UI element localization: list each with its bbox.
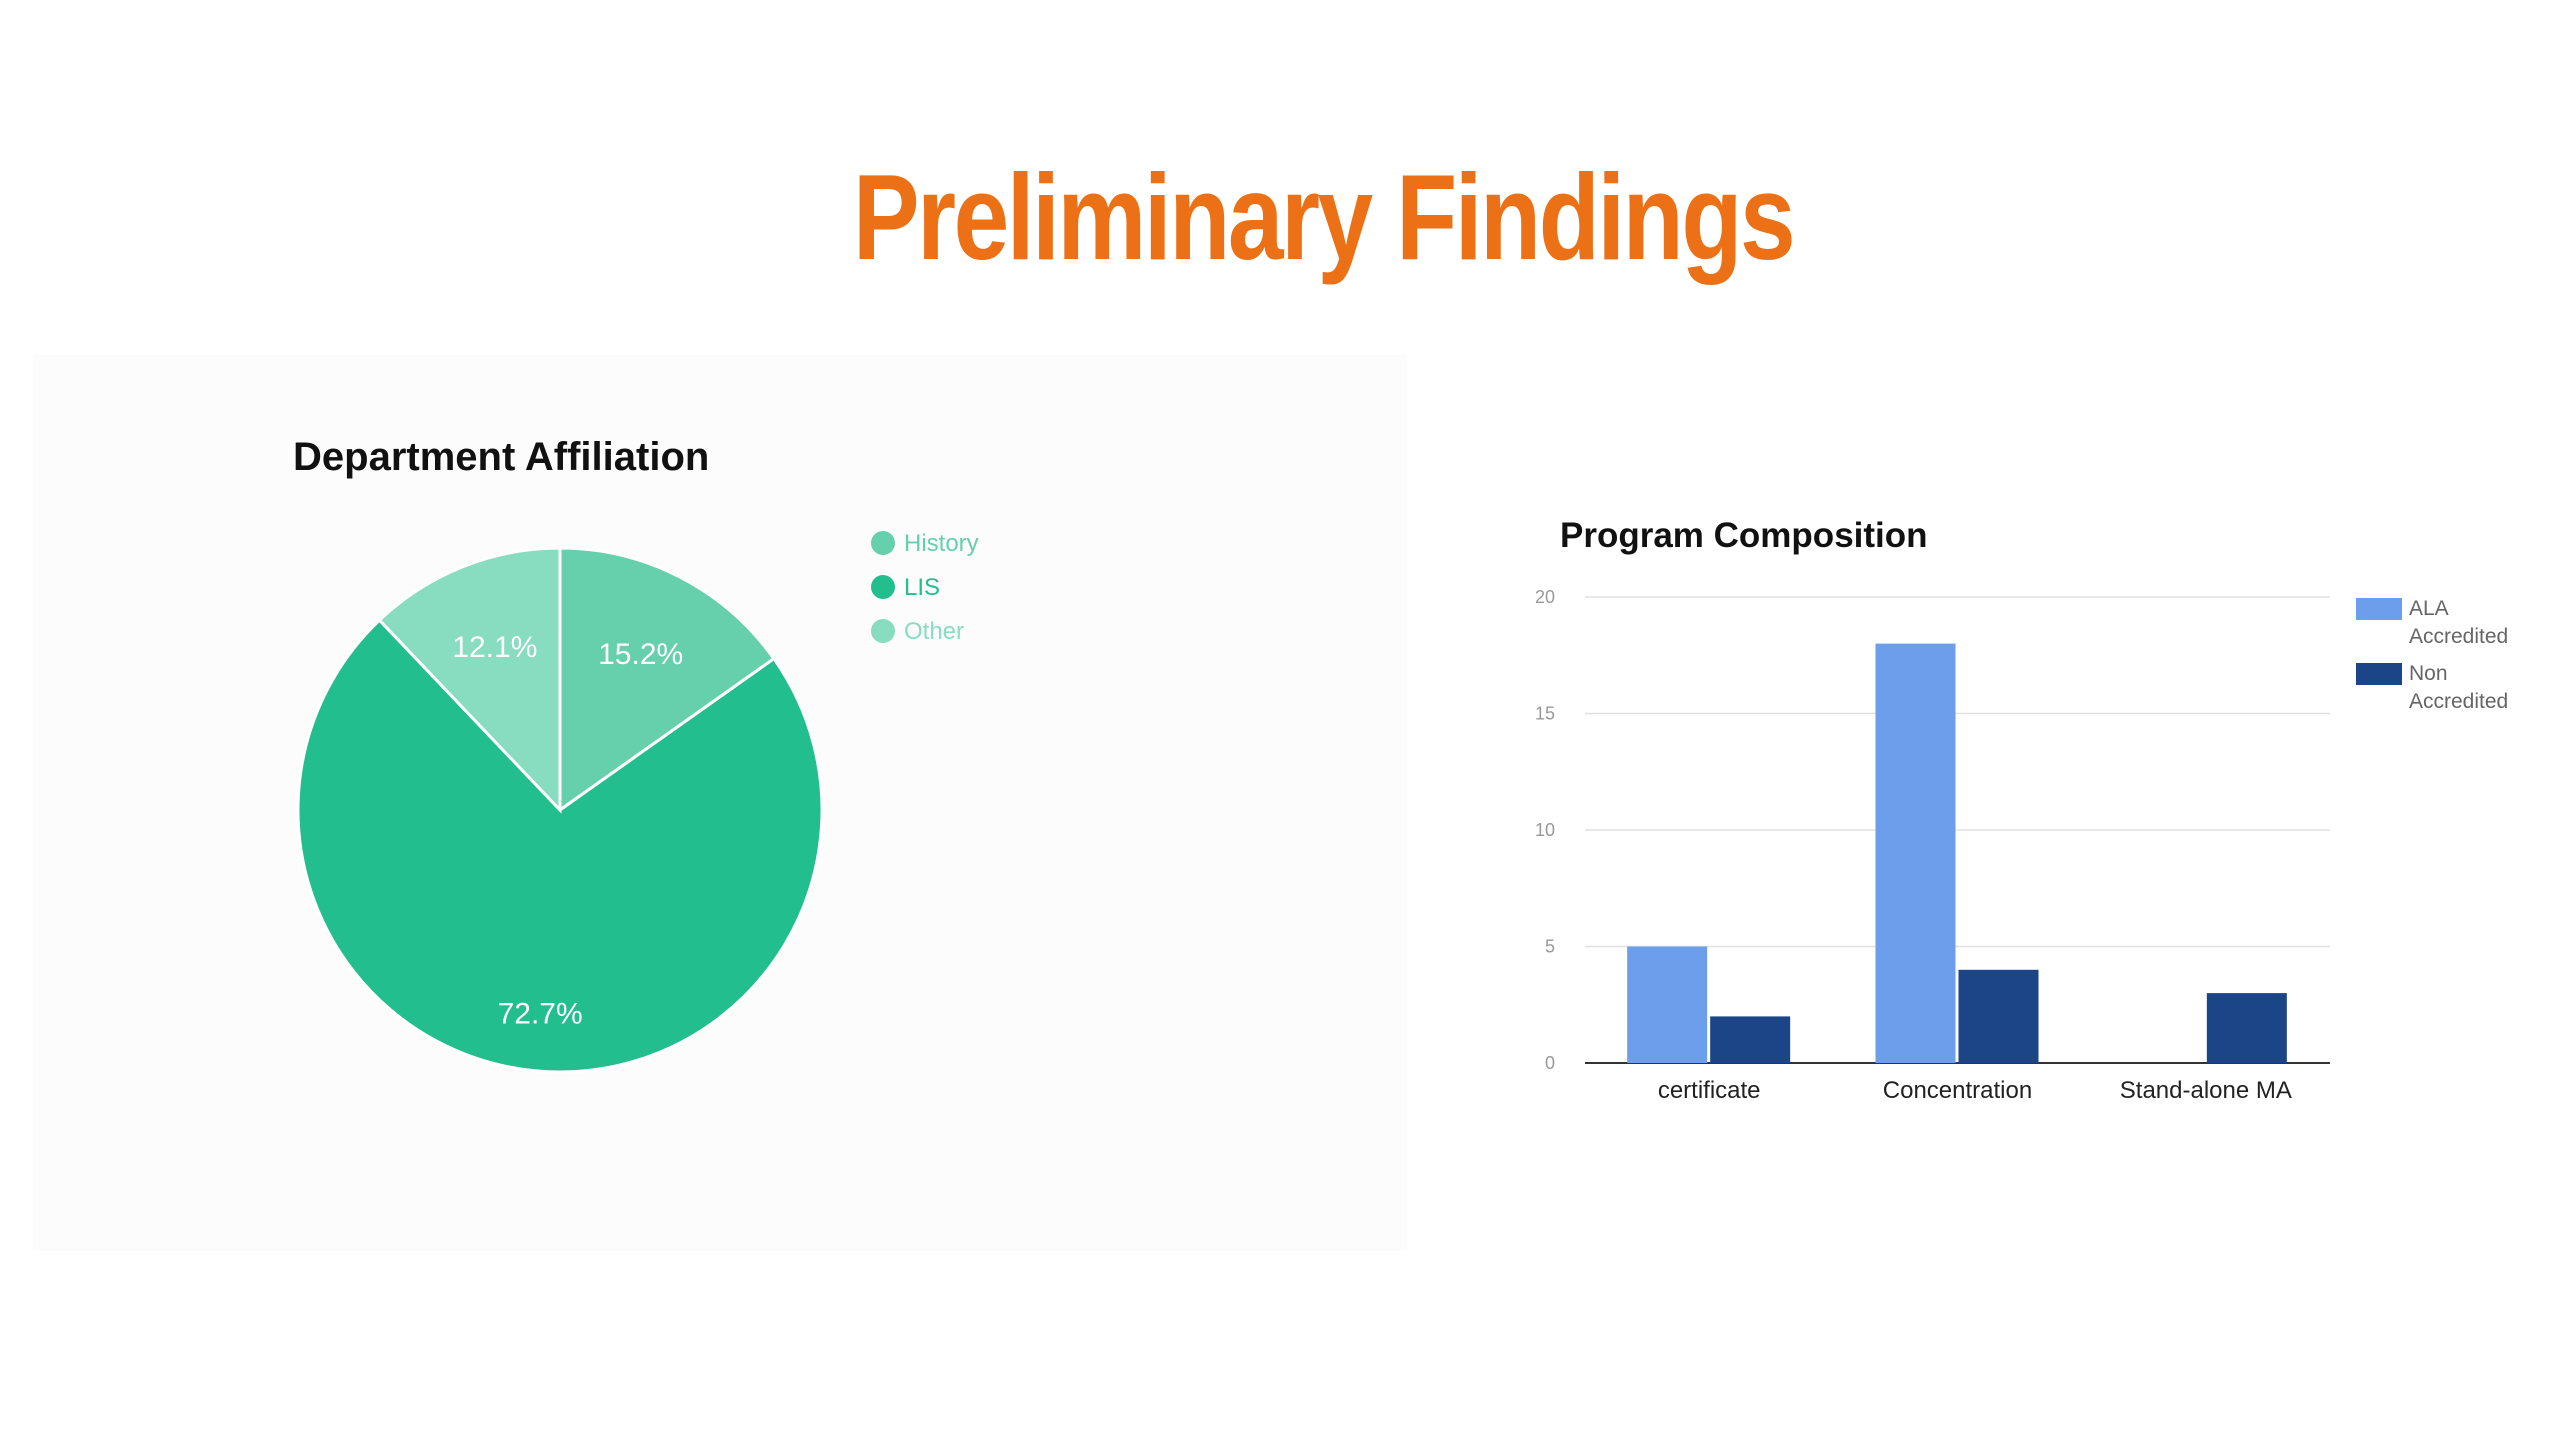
pie-legend: History LIS Other: [871, 530, 979, 645]
bar-concentration-ala-accredited: [1875, 643, 1956, 1063]
pie-slice-label-history: 15.2%: [598, 638, 683, 671]
program-composition-chart: Program Composition 0 5 10 15 20 certificate…: [1535, 516, 2508, 1104]
bar-stand-alone-ma-non-accredited: [2206, 993, 2287, 1063]
legend-label-ala-accredited: ALA Accredited: [2409, 597, 2508, 648]
legend-swatch-non-accredited: [2356, 663, 2402, 685]
pie-slice-label-lis: 72.7%: [498, 997, 583, 1030]
legend-swatch-ala-accredited: [2356, 598, 2402, 620]
pie-slice-label-other: 12.1%: [452, 631, 537, 664]
bar-certificate-non-accredited: [1710, 1016, 1791, 1063]
category-label-stand-alone-ma: Stand-alone MA: [2120, 1077, 2292, 1104]
department-affiliation-chart: Department Affiliation 15.2% 72.7% 12.1% H…: [293, 435, 979, 1074]
legend-swatch-other: [871, 619, 895, 643]
legend-label-lis: LIS: [904, 574, 940, 601]
legend-label-history: History: [904, 530, 979, 557]
pie-slice-lis: [296, 618, 824, 1074]
legend-label-other: Other: [904, 618, 964, 645]
y-tick-label-15: 15: [1535, 704, 1555, 724]
y-tick-label-20: 20: [1535, 587, 1555, 607]
bar-gridlines: [1585, 596, 2330, 1064]
bar-y-ticks: 0 5 10 15 20: [1535, 587, 1555, 1073]
y-tick-label-5: 5: [1545, 937, 1555, 957]
y-tick-label-10: 10: [1535, 820, 1555, 840]
slide-title: Preliminary Findings: [852, 149, 1796, 285]
legend-label-non-accredited: Non Accredited: [2409, 662, 2508, 713]
bar-chart-title: Program Composition: [1560, 516, 1928, 555]
bar-categories: certificate Concentration Stand-alone MA: [1658, 1077, 2292, 1104]
category-label-certificate: certificate: [1658, 1077, 1761, 1104]
bar-concentration-non-accredited: [1958, 969, 2039, 1063]
y-tick-label-0: 0: [1545, 1053, 1555, 1073]
pie-slice-other: [377, 546, 562, 814]
legend-swatch-history: [871, 531, 895, 555]
pie-slice-history: [558, 546, 776, 813]
pie-labels: 15.2% 72.7% 12.1%: [452, 631, 683, 1030]
bar-legend: ALA Accredited Non Accredited: [2356, 597, 2508, 713]
bar-bars: [1627, 643, 2287, 1063]
bar-certificate-ala-accredited: [1627, 946, 1708, 1063]
pie-chart-title: Department Affiliation: [293, 435, 709, 479]
category-label-concentration: Concentration: [1883, 1077, 2032, 1104]
pie-slices: [296, 546, 824, 1074]
legend-swatch-lis: [871, 575, 895, 599]
